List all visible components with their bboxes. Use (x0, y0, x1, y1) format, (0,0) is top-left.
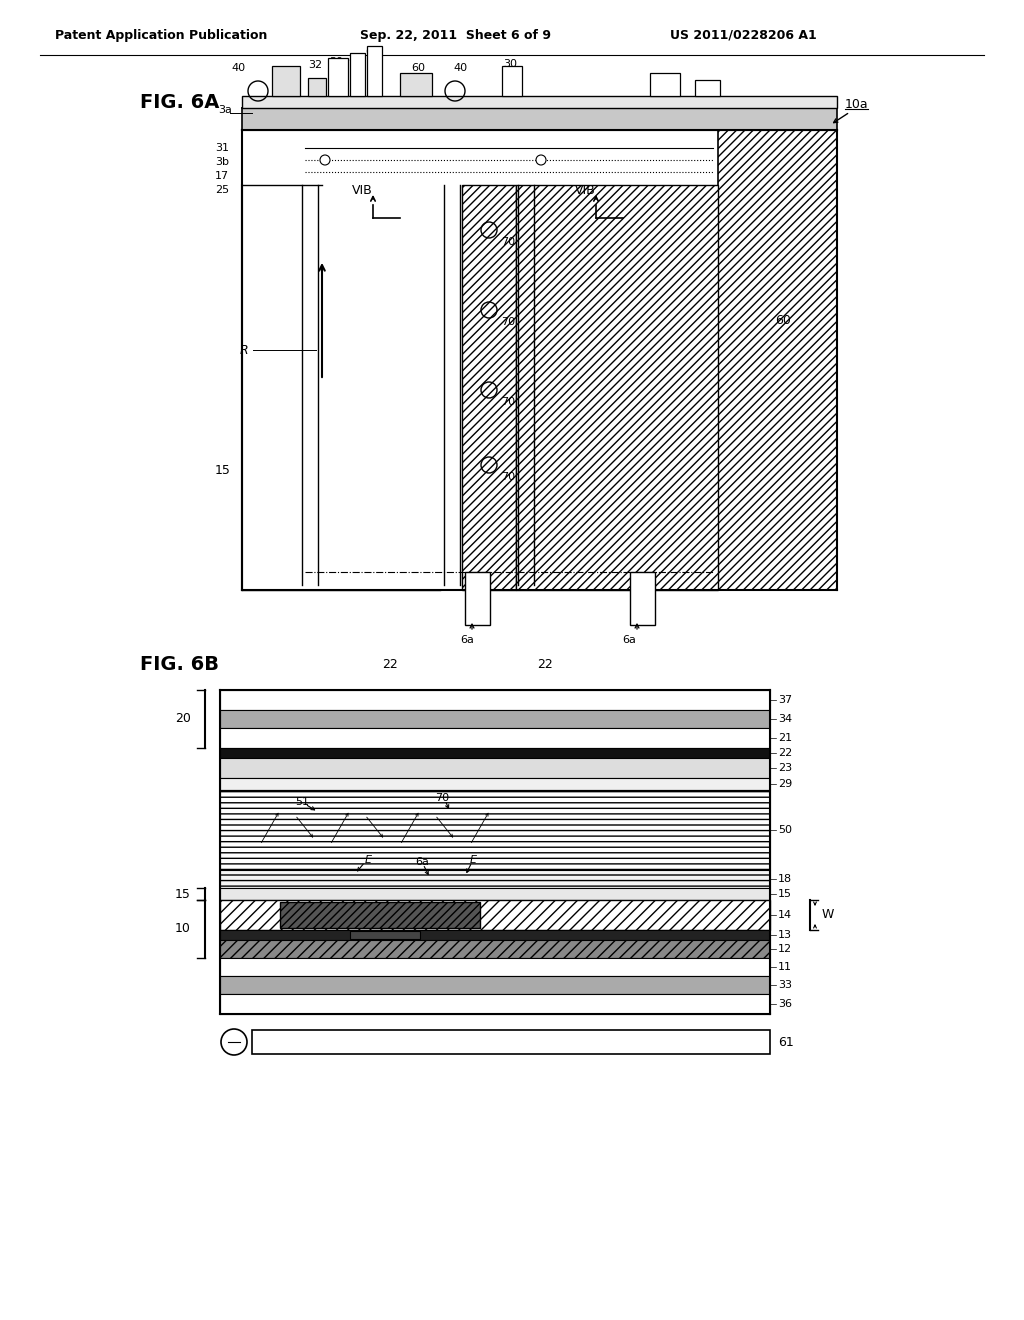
Text: 11: 11 (778, 962, 792, 972)
Bar (220, 710, 770, 729)
Bar (465, 572, 490, 624)
Text: 22: 22 (778, 748, 793, 758)
Bar (220, 690, 770, 710)
Text: 30: 30 (329, 57, 343, 67)
Text: 51: 51 (295, 797, 309, 807)
Bar (220, 789, 770, 870)
Text: 25: 25 (215, 185, 229, 195)
Bar (462, 185, 516, 590)
Text: US 2011/0228206 A1: US 2011/0228206 A1 (670, 29, 817, 41)
Text: 6a: 6a (415, 857, 429, 867)
Bar (308, 78, 326, 96)
Circle shape (536, 154, 546, 165)
Text: Sep. 22, 2011  Sheet 6 of 9: Sep. 22, 2011 Sheet 6 of 9 (360, 29, 551, 41)
Bar (220, 888, 770, 900)
Text: 10a: 10a (845, 99, 868, 111)
Text: 17: 17 (215, 172, 229, 181)
Text: 6a: 6a (622, 635, 636, 645)
Text: 15: 15 (215, 463, 230, 477)
Text: VIB: VIB (352, 183, 373, 197)
Text: 50: 50 (778, 825, 792, 836)
Text: 35: 35 (348, 53, 362, 63)
Text: 37: 37 (778, 696, 793, 705)
Text: 70: 70 (501, 238, 515, 247)
Text: 29: 29 (778, 779, 793, 789)
Bar (220, 729, 770, 748)
Bar (220, 900, 770, 931)
Text: 34: 34 (778, 714, 793, 723)
Bar (367, 46, 382, 96)
Text: E: E (470, 855, 477, 865)
Bar (400, 73, 432, 96)
Text: 32: 32 (308, 59, 323, 70)
Text: 40: 40 (453, 63, 467, 73)
Bar (220, 994, 770, 1014)
Text: 40: 40 (231, 63, 245, 73)
Text: 12: 12 (778, 944, 793, 954)
Bar (220, 940, 770, 958)
Bar (280, 902, 480, 928)
Bar (220, 975, 770, 994)
Text: 31: 31 (215, 143, 229, 153)
Text: 36: 36 (778, 999, 792, 1008)
Bar (718, 129, 837, 590)
Text: 70: 70 (501, 473, 515, 482)
Text: 3a: 3a (218, 106, 231, 115)
Text: R: R (240, 343, 249, 356)
Text: W: W (822, 908, 835, 921)
Bar (350, 931, 420, 939)
Text: 13: 13 (778, 931, 792, 940)
Text: FIG. 6B: FIG. 6B (140, 656, 219, 675)
Text: 61: 61 (778, 1035, 794, 1048)
Text: Patent Application Publication: Patent Application Publication (55, 29, 267, 41)
Text: 10: 10 (175, 923, 190, 936)
Text: 6b: 6b (365, 48, 379, 57)
Text: FIG. 6A: FIG. 6A (140, 92, 219, 111)
Text: 70: 70 (501, 397, 515, 407)
Text: 60: 60 (295, 909, 309, 920)
Bar (220, 931, 770, 940)
Text: E: E (365, 855, 372, 865)
Text: 21: 21 (778, 733, 793, 743)
Text: 22: 22 (382, 659, 398, 672)
Text: 60: 60 (411, 63, 425, 73)
Bar (650, 73, 680, 96)
Text: 60: 60 (775, 314, 791, 326)
Bar (220, 958, 770, 975)
Bar (516, 185, 718, 590)
Bar (350, 53, 365, 96)
Bar (220, 748, 770, 758)
Bar (695, 81, 720, 96)
Text: 15: 15 (175, 887, 190, 900)
Text: 14: 14 (778, 909, 793, 920)
Text: 70: 70 (435, 793, 450, 803)
Text: 30: 30 (503, 59, 517, 69)
Bar (272, 66, 300, 96)
Text: 22: 22 (538, 659, 553, 672)
Bar (630, 572, 655, 624)
Bar (220, 758, 770, 777)
Text: 33: 33 (778, 979, 792, 990)
Bar (220, 870, 770, 888)
Bar (300, 185, 462, 590)
Text: 3b: 3b (215, 157, 229, 168)
Bar (328, 58, 348, 96)
Text: VIB: VIB (575, 183, 596, 197)
Text: 20: 20 (175, 713, 190, 726)
Text: 15: 15 (778, 888, 792, 899)
Text: 6a: 6a (460, 635, 474, 645)
Bar (220, 777, 770, 789)
Bar (242, 96, 837, 108)
Text: 18: 18 (778, 874, 793, 884)
Bar (242, 108, 837, 129)
Text: 70: 70 (501, 317, 515, 327)
Bar (252, 1030, 770, 1053)
Circle shape (319, 154, 330, 165)
Bar (502, 66, 522, 96)
Text: 23: 23 (778, 763, 793, 774)
